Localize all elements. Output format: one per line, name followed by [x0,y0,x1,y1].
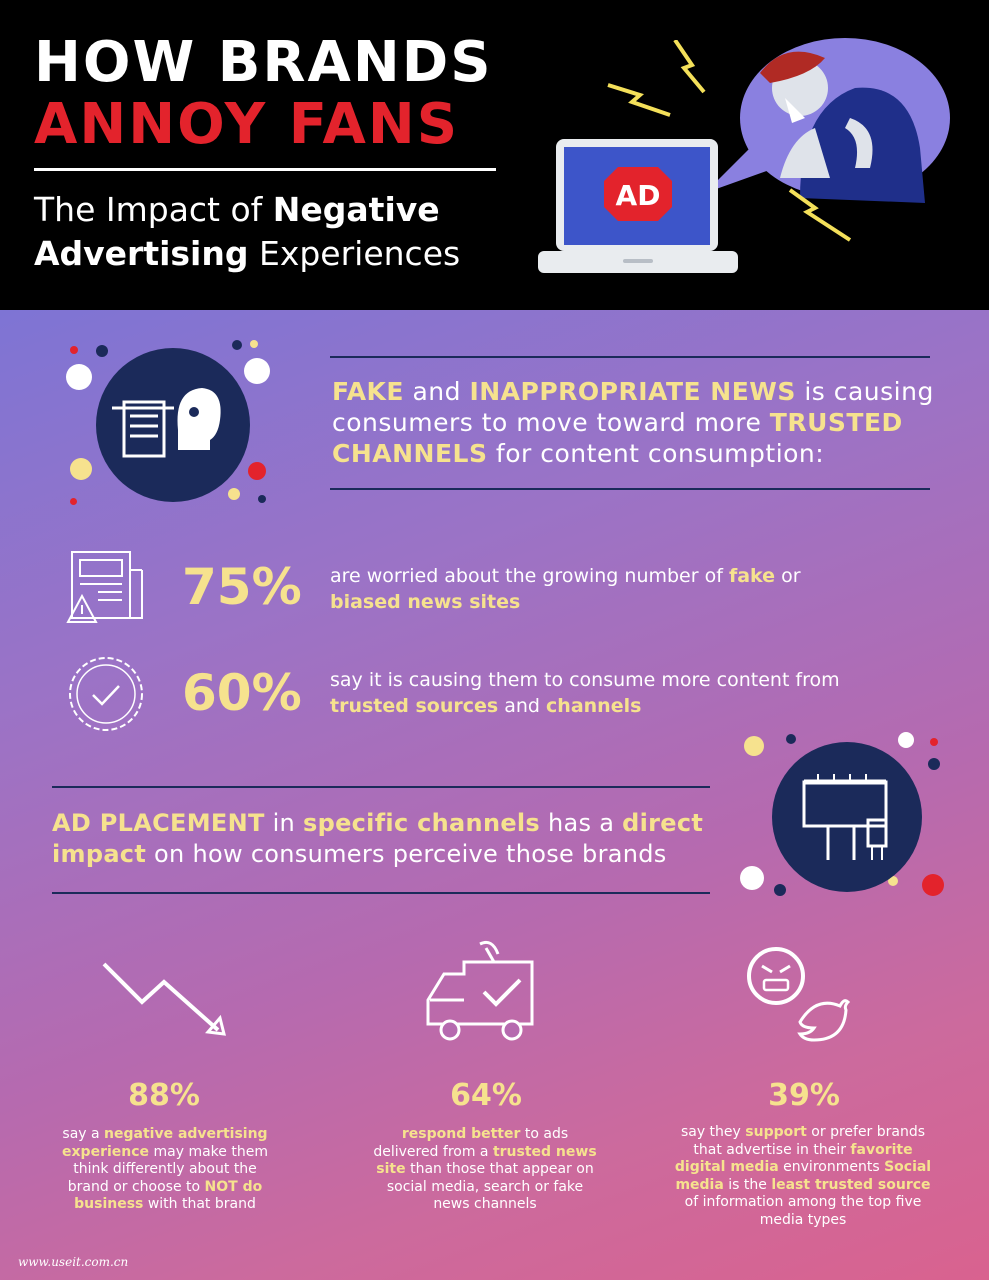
watermark: www.useit.com.cn [18,1255,129,1269]
highlight-text: favorite digital media [674,1141,913,1176]
stat-64-text: respond better to ads delivered from a t… [370,1126,600,1214]
header-banner: HOW BRANDS ANNOY FANS The Impact of Nega… [0,0,989,310]
highlight-text: least trusted source [771,1176,931,1193]
laptop-icon [538,139,738,273]
section2-rule-top [52,786,710,788]
section1-rule-top [330,356,930,358]
title-divider [34,168,496,171]
section2-rule-bottom [52,892,710,894]
section1-heading: FAKE and INAPPROPRIATE NEWS is causing c… [332,377,934,468]
stat-75-text: are worried about the growing number of … [330,565,801,613]
stat-60-text: say it is causing them to consume more c… [330,669,840,717]
fake-news-icon-group [62,340,282,510]
highlight-text: negative advertising experience [62,1126,268,1160]
ad-badge-label: AD [615,179,661,212]
highlight-text: respond better [401,1126,521,1142]
stat-39-text: say they support or prefer brands that a… [672,1124,934,1229]
highlight-text: support [745,1124,807,1140]
section2-heading: AD PLACEMENT in specific channels has a … [52,809,704,868]
stat-39-value: 39% [768,1078,840,1113]
body-text: or prefer brands that advertise in their [693,1124,926,1158]
body-text: to ads delivered from a [373,1126,569,1160]
section1-rule-bottom [330,488,930,490]
lightning-icon [607,40,852,242]
body-text: with that brand [143,1196,256,1212]
title-line-1: HOW BRANDS [34,30,493,95]
highlight-text: trusted news site [376,1143,597,1178]
billboard-icon-group [738,728,950,898]
trend-down-arrow-icon [102,962,226,1036]
stat-60-value: 60% [182,664,302,722]
body-text: say they [680,1124,746,1140]
body-text: may make them think differently about th… [67,1143,268,1195]
stat-88-value: 88% [128,1078,200,1113]
angry-face-bird-icon [747,947,851,1042]
body-text: environments [778,1159,885,1175]
body-text: is the [723,1176,772,1193]
stat-88-text: say a negative advertising experience ma… [56,1126,274,1214]
news-van-icon [426,940,534,1041]
body-text: of information among the top five media … [684,1194,922,1228]
body-text: than those that appear on social media, … [386,1161,594,1212]
highlight-text: NOT do business [74,1178,263,1213]
warning-document-icon [66,551,143,623]
stat-64-value: 64% [450,1078,522,1113]
highlight-text: Social media [675,1159,932,1193]
angry-fan-illustration [705,38,950,203]
checkmark-badge-icon [69,657,143,731]
stat-75-value: 75% [182,558,302,616]
title-line-2: ANNOY FANS [34,92,460,157]
body-text: say a [62,1126,105,1142]
subtitle: The Impact of Negative Advertising Experi… [34,190,461,273]
